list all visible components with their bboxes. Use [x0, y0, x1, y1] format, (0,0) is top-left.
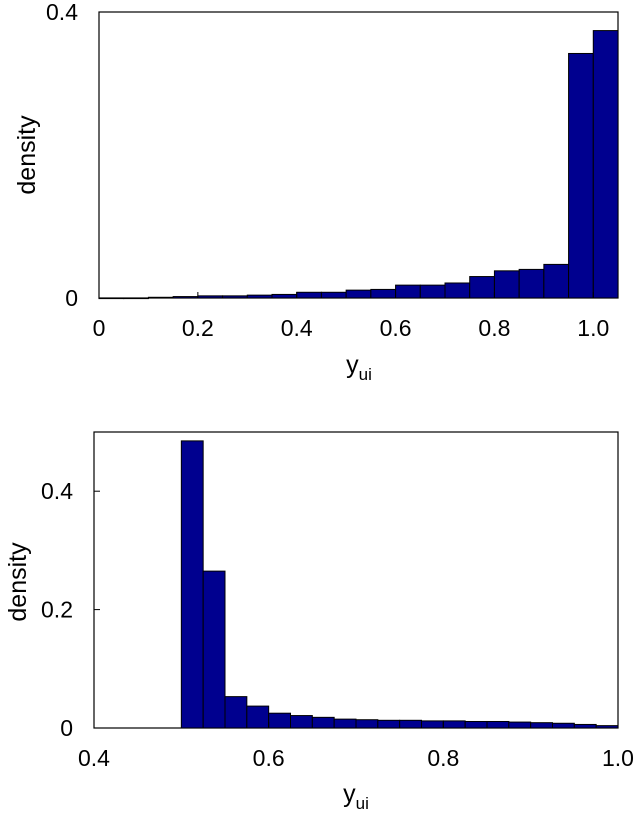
top-histogram-bar-1	[123, 297, 149, 300]
top-histogram-bar-4	[197, 295, 224, 299]
bottom-histogram-panel: 0.4 0.6 0.8 1.0 0 0.2 0.4 yui density	[4, 431, 634, 813]
bottom-histogram-bar-5	[290, 715, 313, 729]
top-histogram-bar-19	[568, 52, 594, 299]
bottom-histogram-bar-19	[595, 725, 619, 729]
bottom-histogram-bar-0	[180, 440, 204, 729]
top-histogram-bar-12	[395, 284, 421, 299]
bottom-histogram-bar-10	[399, 719, 422, 729]
bottom-histogram-bars	[180, 440, 619, 729]
top-x-tick-label-1: 0.2	[182, 315, 214, 341]
top-histogram-bar-7	[271, 293, 298, 299]
bottom-histogram-bar-14	[486, 720, 510, 729]
top-histogram-bar-3	[172, 296, 199, 299]
bottom-histogram-bar-18	[573, 723, 597, 729]
top-x-tick-label-5: 1.0	[577, 315, 609, 341]
top-plot-frame	[98, 11, 619, 299]
top-histogram-bar-10	[345, 289, 372, 299]
bottom-histogram-bar-11	[421, 720, 444, 729]
bottom-histogram-bar-3	[246, 705, 270, 729]
bottom-y-tick-label-2: 0.4	[41, 478, 73, 504]
bottom-histogram-bar-6	[311, 716, 335, 729]
top-y-axis-label: density	[13, 115, 41, 195]
top-histogram-bar-15	[469, 276, 495, 299]
top-histogram-bar-8	[296, 291, 322, 299]
bottom-histogram-bar-12	[442, 720, 466, 729]
top-histogram-bar-2	[147, 296, 174, 299]
bottom-plot-frame	[93, 431, 619, 729]
top-histogram-bar-9	[320, 291, 347, 299]
bottom-x-axis-label: yui	[343, 780, 369, 813]
top-x-axis-label: yui	[346, 351, 372, 384]
top-histogram-bar-14	[444, 282, 471, 299]
bottom-y-tick-label-1: 0.2	[41, 597, 73, 623]
bottom-x-tick-label-3: 1.0	[602, 745, 634, 771]
top-histogram-bar-20	[592, 30, 619, 299]
bottom-y-axis-label: density	[4, 542, 32, 622]
bottom-histogram-bar-9	[377, 719, 401, 729]
top-x-tick-label-3: 0.6	[380, 315, 412, 341]
bottom-axis-ticks: 0.4 0.6 0.8 1.0 0 0.2 0.4	[41, 478, 634, 771]
top-histogram-bar-16	[493, 270, 520, 299]
bottom-histogram-bar-16	[530, 722, 554, 729]
bottom-y-tick-label-0: 0	[60, 715, 73, 741]
top-histogram-bar-17	[518, 268, 545, 299]
top-x-tick-label-4: 0.8	[478, 315, 510, 341]
bottom-histogram-bar-13	[464, 720, 488, 729]
top-histogram-bars	[98, 30, 619, 300]
top-histogram-bar-6	[246, 294, 273, 299]
bottom-x-tick-label-1: 0.6	[253, 745, 285, 771]
top-axis-ticks: 0 0.2 0.4 0.6 0.8 1.0 0 0.4	[46, 0, 609, 341]
bottom-histogram-bar-15	[508, 721, 532, 729]
bottom-histogram-bar-7	[333, 718, 357, 729]
top-histogram-panel: 0 0.2 0.4 0.6 0.8 1.0 0 0.4 yui density	[13, 0, 619, 384]
top-histogram-bar-18	[543, 263, 570, 299]
top-histogram-bar-5	[222, 295, 248, 299]
top-histogram-bar-13	[419, 284, 446, 299]
bottom-histogram-bar-1	[202, 570, 226, 729]
bottom-x-tick-label-2: 0.8	[427, 745, 459, 771]
top-histogram-bar-11	[370, 288, 397, 299]
bottom-histogram-bar-2	[224, 696, 248, 729]
bottom-x-tick-label-0: 0.4	[78, 745, 110, 771]
bottom-histogram-bar-4	[268, 712, 291, 729]
top-x-tick-label-0: 0	[93, 315, 106, 341]
bottom-histogram-bar-8	[355, 719, 379, 729]
bottom-histogram-bar-17	[552, 722, 575, 729]
top-y-tick-label-1: 0.4	[46, 0, 78, 25]
top-x-tick-label-2: 0.4	[281, 315, 313, 341]
top-y-tick-label-0: 0	[65, 285, 78, 311]
